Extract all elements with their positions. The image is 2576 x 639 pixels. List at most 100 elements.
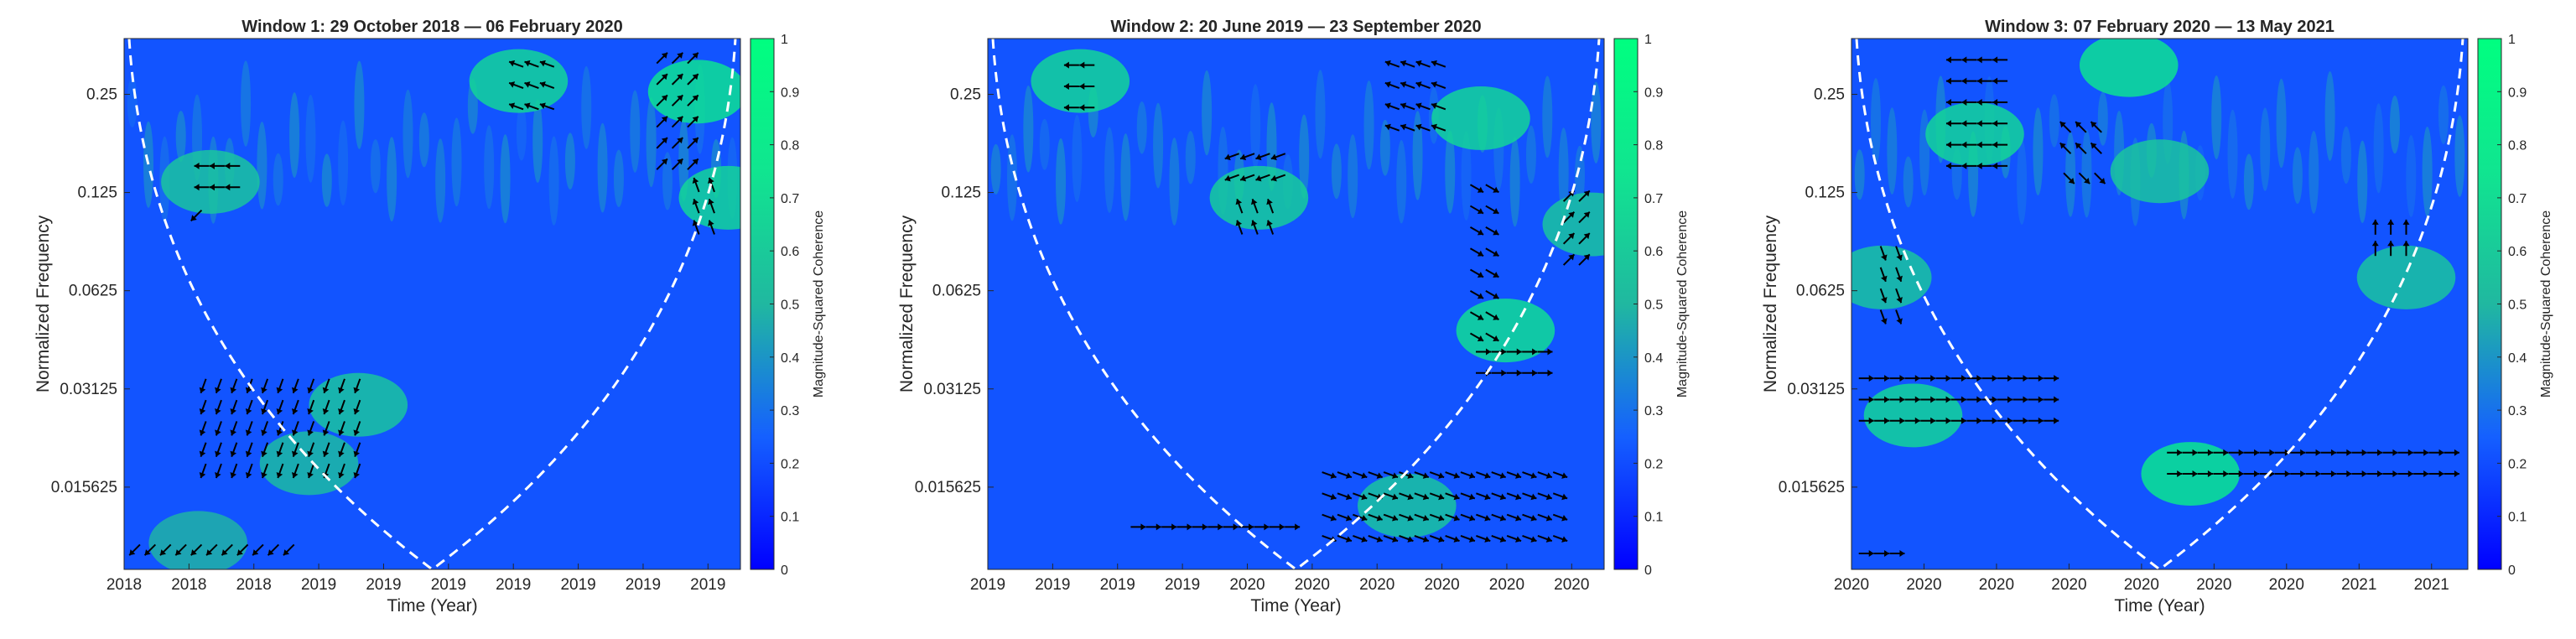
panel3-title: Window 3: 07 February 2020 — 13 May 2021 — [1985, 18, 2334, 36]
panel2-colorbar-tick-label: 0.1 — [1644, 511, 1663, 525]
panel3-phase-arrowhead — [1884, 375, 1890, 382]
panel2-phase-arrowhead — [1583, 254, 1590, 261]
panel2-phase-arrowhead — [1407, 536, 1414, 543]
panel2-phase-arrowhead — [1547, 369, 1553, 377]
panel1-phase-arrowhead — [276, 387, 283, 393]
panel1-phase-arrowhead — [199, 408, 206, 415]
panel1-axes-frame — [123, 38, 741, 570]
panel3-phase-arrowhead — [1899, 396, 1905, 403]
panel1-phase-arrowhead — [194, 162, 200, 169]
panel3-phase-arrowhead — [2300, 449, 2306, 456]
panel3-phase-arrowhead — [2371, 219, 2379, 225]
panel2-phase-arrowhead — [1422, 472, 1429, 479]
panel2-phase-arrowhead — [1270, 153, 1277, 161]
panel2-texture-band — [1509, 137, 1520, 227]
panel2-phase-arrowhead — [1202, 523, 1208, 531]
panel1-phase-arrowhead — [539, 102, 546, 109]
panel3-phase-arrowhead — [1899, 417, 1905, 424]
panel2-phase-arrowhead — [1431, 81, 1437, 88]
panel2-phase-arrowhead — [1477, 293, 1484, 299]
panel2-phase-arrowhead — [1330, 493, 1337, 501]
panel2-phase-arrowhead — [1279, 523, 1285, 531]
panel2-phase-arrowhead — [1493, 250, 1499, 257]
panel2-phase-arrowhead — [1477, 208, 1484, 215]
panel3-phase-arrowhead — [1945, 417, 1951, 424]
panel2-phase-arrowhead — [1330, 472, 1337, 479]
panel2-phase-arrowhead — [1255, 153, 1262, 161]
panel1-phase-arrowhead — [677, 95, 683, 101]
panel1-title: Window 1: 29 October 2018 — 06 February … — [242, 18, 622, 36]
panel1-phase-arrowhead — [215, 429, 221, 436]
panel2-phase-arrowhead — [1361, 514, 1368, 522]
panel2-phase-arrowhead — [1384, 81, 1391, 88]
panel1-texture-band — [175, 111, 186, 162]
panel2-phase-arrowhead — [1545, 514, 1552, 522]
panel3-phase-arrowhead — [1868, 417, 1874, 424]
panel3-texture-band — [2373, 103, 2384, 194]
panel2-phase-arrowhead — [1583, 211, 1590, 218]
panel3-phase-arrowhead — [2099, 177, 2106, 184]
panel1-phase-arrowhead — [692, 95, 699, 101]
panel2-phase-arrowhead — [1484, 514, 1491, 522]
panel2-phase-arrowhead — [1079, 104, 1085, 112]
panel1-phase-arrowhead — [708, 220, 714, 226]
panel2-phase-arrowhead — [1400, 81, 1407, 88]
panel1-texture-band — [241, 60, 252, 147]
panel1-phase-arrowhead — [661, 74, 667, 81]
panel3-texture-band — [2324, 71, 2335, 161]
panel3-colorbar-label: Magnitude-Squared Coherence — [2539, 210, 2553, 397]
panel2-phase-arrowhead — [1224, 153, 1231, 161]
panel2-colorbar-tick-label: 0 — [1644, 564, 1652, 578]
panel2-texture-band — [1023, 85, 1034, 173]
panel3-phase-arrowhead — [1961, 162, 1967, 169]
panel2-texture-band — [1185, 131, 1196, 184]
panel3-colorbar-tick-label: 0 — [2508, 564, 2516, 578]
panel2-phase-arrowhead — [1431, 102, 1437, 109]
panel3-texture-band — [1919, 109, 1930, 196]
panel3-texture-band — [2292, 147, 2303, 205]
panel2-texture-band — [1412, 111, 1423, 200]
panel2-coherence-region — [1456, 299, 1555, 363]
panel3-phase-arrowhead — [2346, 470, 2352, 478]
panel3-phase-arrowhead — [1976, 120, 1982, 127]
panel1-phase-arrowhead — [353, 387, 361, 393]
panel3-x-tick-label: 2020 — [2196, 576, 2231, 594]
panel2-texture-band — [1072, 114, 1083, 202]
panel2-colorbar-label: Magnitude-Squared Coherence — [1675, 210, 1690, 397]
panel1-phase-arrowhead — [225, 184, 231, 191]
panel3-phase-arrowhead — [1884, 550, 1890, 558]
panel3-phase-arrowhead — [1961, 77, 1967, 85]
panel3-phase-arrowhead — [1992, 375, 1997, 382]
panel2-phase-arrowhead — [1240, 153, 1247, 161]
panel1-coherence-region — [647, 60, 740, 124]
panel3-phase-arrowhead — [2454, 470, 2459, 478]
panel3-y-tick-label: 0.125 — [1805, 184, 1845, 202]
panel3-phase-arrowhead — [2038, 396, 2044, 403]
panel1-phase-arrowhead — [291, 472, 299, 479]
panel1-phase-arrowhead — [353, 472, 361, 479]
panel2-phase-arrowhead — [1249, 523, 1254, 531]
panel2-x-axis-label: Time (Year) — [1250, 596, 1341, 616]
panel2-phase-arrowhead — [1477, 229, 1484, 236]
panel2-phase-arrowhead — [1415, 123, 1422, 131]
panel2-phase-arrowhead — [1484, 493, 1491, 501]
panel3-phase-arrowhead — [1976, 417, 1982, 424]
panel3-phase-arrowhead — [2068, 177, 2075, 184]
panel3-coherence-region — [2356, 245, 2456, 309]
panel2-phase-arrowhead — [1376, 472, 1383, 479]
panel1-phase-arrowhead — [509, 102, 516, 109]
panel2-phase-arrowhead — [1171, 523, 1177, 531]
panel3-phase-arrowhead — [2007, 375, 2013, 382]
panel2-x-tick-label: 2020 — [1489, 576, 1524, 594]
panel1-texture-band — [564, 132, 575, 190]
panel2-phase-arrowhead — [1240, 174, 1247, 182]
panel2-phase-arrowhead — [1407, 472, 1414, 479]
panel3-phase-arrowhead — [2315, 470, 2321, 478]
panel3-texture-band — [2454, 115, 2465, 197]
panel3-phase-arrowhead — [1992, 98, 1998, 106]
panel1-phase-arrowhead — [215, 408, 221, 415]
panel1-colorbar-tick-label: 0.5 — [781, 299, 799, 313]
panel1-x-tick-label: 2019 — [626, 576, 661, 594]
panel1-colorbar-tick-label: 0.6 — [781, 245, 799, 259]
panel1-phase-arrowhead — [677, 52, 683, 59]
